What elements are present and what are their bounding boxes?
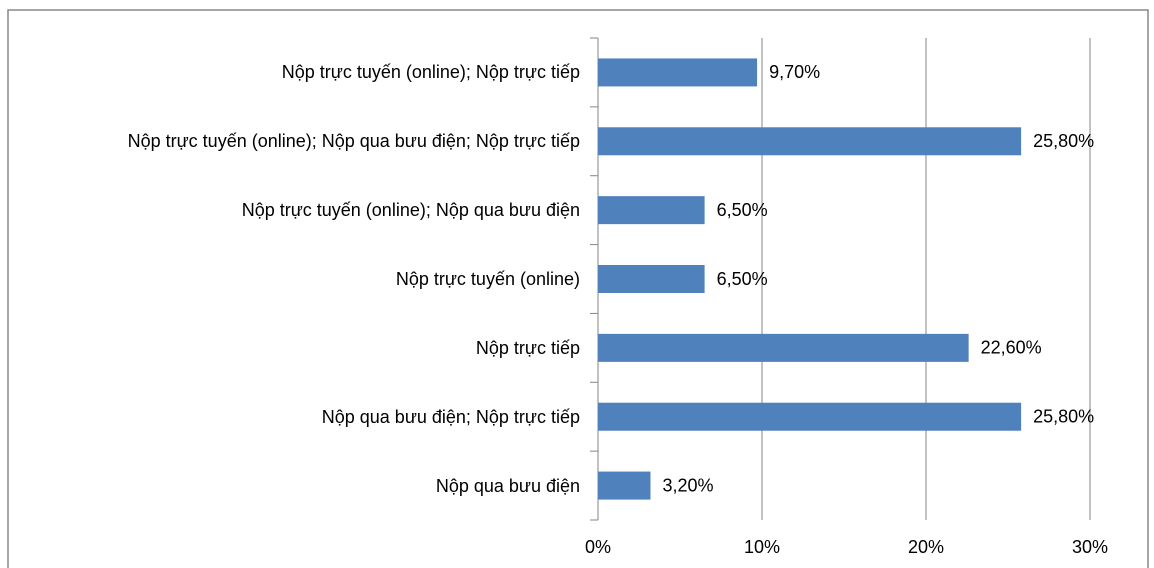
value-label: 9,70% xyxy=(769,62,820,82)
category-text: Nộp qua bưu điện; Nộp trực tiếp xyxy=(321,406,580,427)
category-label: Nộp qua bưu điện; Nộp trực tiếp xyxy=(40,382,580,451)
value-label: 25,80% xyxy=(1033,131,1094,151)
x-tick-label: 10% xyxy=(744,537,780,557)
category-label: Nộp trực tuyến (online); Nộp qua bưu điệ… xyxy=(40,176,580,245)
category-text: Nộp trực tuyến (online); Nộp qua bưu điệ… xyxy=(241,200,580,221)
bar xyxy=(598,196,705,225)
category-text: Nộp trực tuyến (online); Nộp trực tiếp xyxy=(281,62,580,83)
category-label: Nộp trực tuyến (online); Nộp qua bưu điệ… xyxy=(40,107,580,176)
bar xyxy=(598,58,758,87)
bar xyxy=(598,402,1022,431)
bar xyxy=(598,265,705,293)
category-text: Nộp trực tuyến (online) xyxy=(395,268,580,289)
value-label: 22,60% xyxy=(981,338,1042,358)
frame xyxy=(7,9,1149,568)
category-label: Nộp trực tiếp xyxy=(40,313,580,382)
category-label: Nộp trực tuyến (online); Nộp trực tiếp xyxy=(40,38,580,107)
bar xyxy=(598,127,1022,156)
value-label: 25,80% xyxy=(1033,406,1094,426)
category-text: Nộp trực tiếp xyxy=(475,337,580,358)
category-text: Nộp trực tuyến (online); Nộp qua bưu điệ… xyxy=(127,131,580,152)
x-tick-label: 0% xyxy=(585,537,611,557)
category-label: Nộp qua bưu điện xyxy=(40,451,580,520)
category-label: Nộp trực tuyến (online) xyxy=(40,245,580,314)
bar xyxy=(598,471,651,500)
value-label: 6,50% xyxy=(717,269,768,289)
value-label: 6,50% xyxy=(717,200,768,220)
category-text: Nộp qua bưu điện xyxy=(435,475,580,496)
x-tick-label: 30% xyxy=(1072,537,1108,557)
bar xyxy=(598,333,969,362)
x-tick-label: 20% xyxy=(908,537,944,557)
value-label: 3,20% xyxy=(662,475,713,495)
